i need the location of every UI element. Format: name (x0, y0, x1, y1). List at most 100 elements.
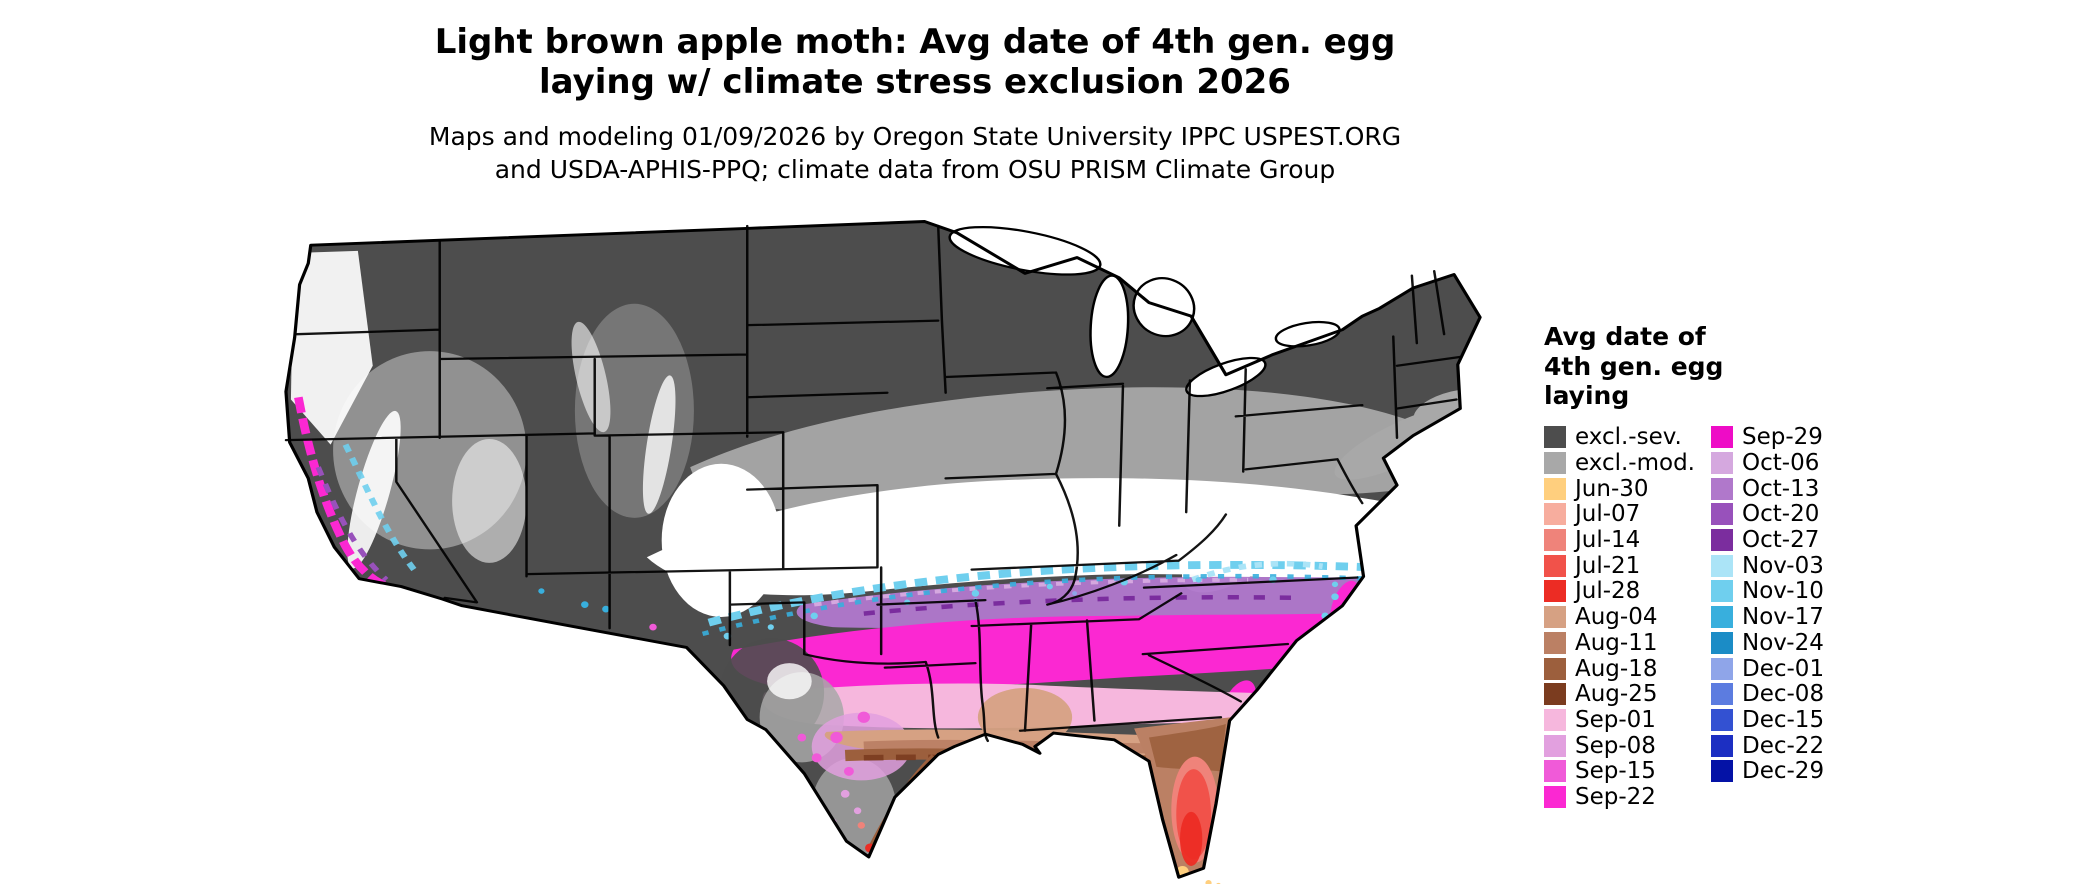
legend-item: Sep-01 (1544, 707, 1695, 733)
legend-label: excl.-sev. (1575, 424, 1682, 451)
band-california-blue (342, 443, 418, 573)
region-midwest-moderate-band (690, 387, 1457, 510)
state-borders (284, 224, 1463, 743)
legend-label: Aug-04 (1575, 604, 1658, 631)
legend-label: Aug-11 (1575, 629, 1658, 656)
legend-item: excl.-mod. (1544, 450, 1695, 476)
legend-swatch (1544, 477, 1566, 500)
legend-item: excl.-sev. (1544, 424, 1695, 451)
region-rockies-white (642, 375, 676, 514)
legend-swatch (1711, 426, 1733, 449)
legend-item: Jun-30 (1544, 476, 1695, 502)
legend-swatch (1711, 503, 1733, 526)
legend-swatch (1544, 503, 1566, 526)
legend-label: Sep-15 (1575, 758, 1656, 785)
region-stx-salmon (857, 822, 866, 829)
legend-item: Oct-27 (1711, 527, 1824, 553)
legend-swatch (1711, 554, 1733, 577)
speckles-tx-magenta (649, 623, 870, 776)
us-outline (284, 220, 1482, 879)
legend-swatch (1544, 631, 1566, 654)
speckles-sw-blue (538, 588, 610, 613)
band-october-dark-fringe (863, 595, 1298, 616)
us-map-svg (284, 220, 1482, 884)
legend-item: Jul-07 (1544, 501, 1695, 528)
legend-label: Nov-17 (1742, 604, 1824, 631)
legend-label: Oct-20 (1742, 501, 1820, 528)
legend-label: Nov-10 (1742, 578, 1824, 605)
legend-swatch (1544, 785, 1566, 808)
region-sierra-white (347, 410, 401, 569)
legend-swatch (1711, 580, 1733, 603)
legend-item: Jul-21 (1544, 553, 1695, 579)
legend-item: Oct-20 (1711, 501, 1824, 528)
band-california-purple (315, 466, 389, 582)
legend-item: Jul-14 (1544, 527, 1695, 553)
legend-item: Dec-22 (1711, 733, 1824, 759)
legend-label: Dec-08 (1742, 681, 1825, 708)
legend-swatch (1544, 606, 1566, 629)
band-appalachia-blue (1191, 560, 1324, 583)
legend-swatch (1711, 631, 1733, 654)
legend-swatch (1711, 657, 1733, 680)
legend-swatch (1544, 426, 1566, 449)
region-pnw-coast-white (290, 250, 373, 445)
legend-title: Avg date of 4th gen. egg laying (1544, 322, 1724, 410)
legend-item: Oct-13 (1711, 476, 1824, 502)
legend-item: Aug-11 (1544, 630, 1695, 656)
legend-swatch (1711, 708, 1733, 731)
legend-item: Sep-08 (1544, 733, 1695, 759)
legend-label: Aug-18 (1575, 655, 1658, 682)
legend-label: excl.-mod. (1575, 450, 1695, 477)
legend-label: Nov-24 (1742, 629, 1824, 656)
legend-column-2: Sep-29 Oct-06 Oct-13 Oct-20 Oct-27 Nov-0… (1711, 424, 1825, 784)
legend-item: Sep-15 (1544, 758, 1695, 784)
region-basin-white (452, 438, 527, 563)
legend-item: Nov-10 (1711, 578, 1824, 605)
legend-item: Dec-01 (1711, 656, 1824, 682)
legend-swatch (1544, 452, 1566, 475)
legend-item: Aug-04 (1544, 604, 1695, 630)
legend-swatch (1711, 452, 1733, 475)
legend-label: Dec-15 (1742, 706, 1825, 733)
legend-swatch (1544, 554, 1566, 577)
legend-label: Aug-25 (1575, 681, 1658, 708)
legend-column-1: excl.-sev. excl.-mod. Jun-30 Jul-07 Jul-… (1544, 424, 1695, 810)
map-fill-layers (285, 221, 1481, 878)
legend-swatch (1544, 760, 1566, 783)
legend-label: Jul-14 (1575, 527, 1641, 554)
legend-swatch (1544, 580, 1566, 603)
legend-label: Nov-03 (1742, 552, 1824, 579)
legend-label: Dec-01 (1742, 655, 1825, 682)
legend-swatch (1711, 606, 1733, 629)
legend-item: Nov-03 (1711, 553, 1824, 579)
legend-item: Sep-22 (1544, 784, 1695, 810)
legend-item: Oct-06 (1711, 450, 1824, 476)
legend-swatch (1711, 734, 1733, 757)
legend-label: Sep-22 (1575, 783, 1656, 810)
legend-swatch (1544, 734, 1566, 757)
legend-swatch (1544, 657, 1566, 680)
legend-label: Jul-28 (1575, 578, 1641, 605)
legend-label: Oct-27 (1742, 527, 1820, 554)
legend-label: Jun-30 (1575, 475, 1649, 502)
band-september-magenta (731, 609, 1459, 691)
band-november-speckle (707, 560, 1454, 627)
legend-item: Dec-08 (1711, 681, 1824, 707)
legend-swatch (1711, 683, 1733, 706)
legend-swatch (1711, 760, 1733, 783)
band-california-magenta (294, 396, 397, 593)
us-map (281, 208, 1521, 884)
region-appalachia-white (1181, 499, 1303, 593)
legend-label: Jul-07 (1575, 501, 1641, 528)
legend-item: Jul-28 (1544, 578, 1695, 605)
legend-item: Nov-17 (1711, 604, 1824, 630)
legend-item: Aug-25 (1544, 681, 1695, 707)
region-rockies-white-2 (571, 321, 611, 433)
legend-label: Oct-13 (1742, 475, 1820, 502)
legend-item: Nov-24 (1711, 630, 1824, 656)
figure-subtitle: Maps and modeling 01/09/2026 by Oregon S… (428, 122, 1402, 184)
legend-label: Sep-01 (1575, 706, 1656, 733)
lake-ontario (1274, 320, 1341, 348)
